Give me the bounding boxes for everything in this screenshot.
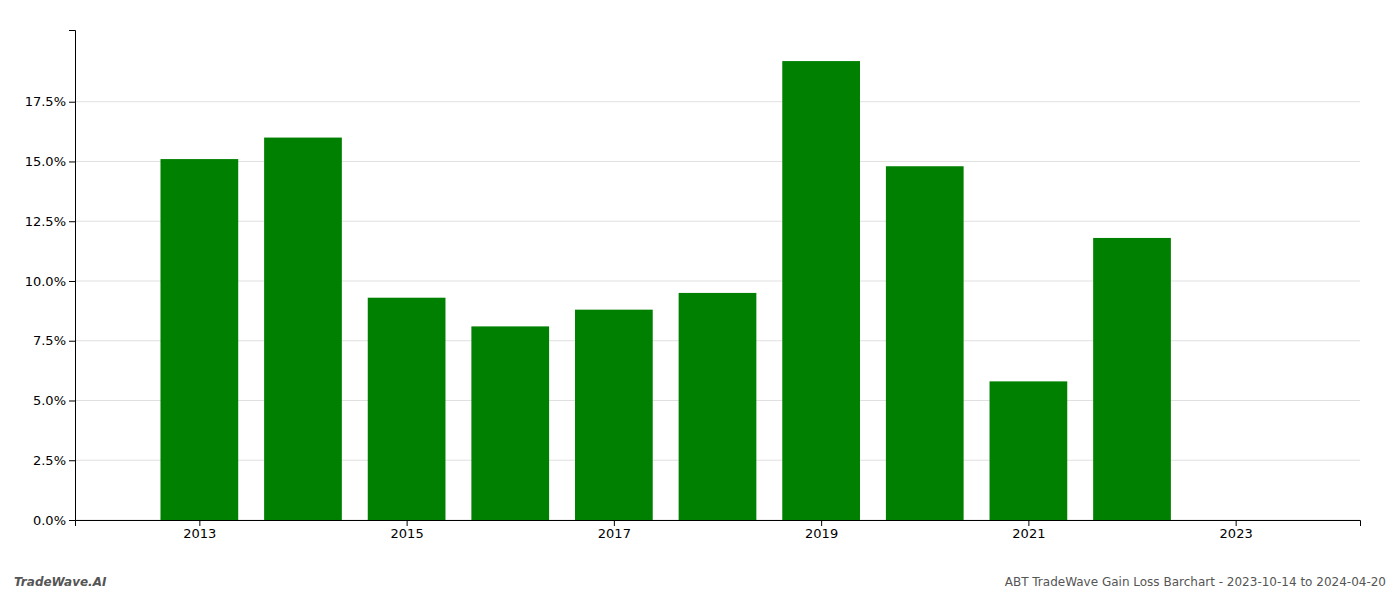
- bar: [1093, 238, 1171, 520]
- x-tick-mark: [199, 520, 200, 526]
- bar: [471, 326, 549, 520]
- y-tick: 17.5%: [25, 94, 75, 109]
- bar: [368, 298, 446, 520]
- x-tick-label: 2013: [183, 526, 216, 541]
- y-tick: 5.0%: [33, 393, 75, 408]
- x-tick-mark: [1236, 520, 1237, 526]
- x-tick: 2013: [183, 520, 216, 541]
- bar: [782, 61, 860, 520]
- bar: [264, 138, 342, 520]
- x-tick-label: 2015: [391, 526, 424, 541]
- footer-left: TradeWave.AI: [14, 575, 107, 589]
- x-tick: 2021: [1012, 520, 1045, 541]
- x-tick-label: 2021: [1012, 526, 1045, 541]
- chart: 0.0% 2.5% 5.0% 7.5% 10.0% 12.5% 15.0% 17.5% 2013…: [0, 0, 1400, 600]
- bar: [679, 293, 757, 520]
- y-tick-label: 10.0%: [25, 274, 66, 289]
- y-tick-mark: [69, 400, 75, 401]
- footer-right: ABT TradeWave Gain Loss Barchart - 2023-…: [1005, 575, 1386, 589]
- grid: [75, 102, 1360, 520]
- x-tick-mark: [614, 520, 615, 526]
- bars: [160, 61, 1170, 520]
- y-tick-mark: [69, 221, 75, 222]
- grid-line: [75, 101, 1360, 102]
- y-tick-label: 7.5%: [33, 333, 66, 348]
- y-tick: 10.0%: [25, 274, 75, 289]
- x-tick: 2019: [805, 520, 838, 541]
- x-tick-label: 2019: [805, 526, 838, 541]
- y-tick: 2.5%: [33, 453, 75, 468]
- y-tick-label: 5.0%: [33, 393, 66, 408]
- y-tick: 0.0%: [33, 513, 75, 528]
- x-axis-line: [76, 521, 1361, 527]
- x-tick: 2015: [391, 520, 424, 541]
- y-tick-mark: [69, 341, 75, 342]
- y-axis: 0.0% 2.5% 5.0% 7.5% 10.0% 12.5% 15.0% 17.5%: [25, 31, 76, 528]
- bar: [160, 159, 238, 520]
- x-tick-label: 2023: [1220, 526, 1253, 541]
- y-tick-mark: [69, 460, 75, 461]
- y-tick-mark: [69, 520, 75, 521]
- y-tick-label: 15.0%: [25, 154, 66, 169]
- x-tick: 2017: [598, 520, 631, 541]
- bar: [575, 310, 653, 520]
- x-tick-label: 2017: [598, 526, 631, 541]
- y-tick-label: 0.0%: [33, 513, 66, 528]
- x-tick-mark: [1028, 520, 1029, 526]
- plot: 0.0% 2.5% 5.0% 7.5% 10.0% 12.5% 15.0% 17.5% 2013…: [25, 31, 1361, 542]
- bar: [886, 166, 964, 520]
- y-tick-mark: [69, 281, 75, 282]
- y-tick: 12.5%: [25, 214, 75, 229]
- y-tick: 15.0%: [25, 154, 75, 169]
- x-tick-mark: [821, 520, 822, 526]
- bar: [990, 381, 1068, 520]
- y-tick-mark: [69, 161, 75, 162]
- y-tick-label: 2.5%: [33, 453, 66, 468]
- x-tick: 2023: [1220, 520, 1253, 541]
- y-axis-line: [69, 31, 76, 521]
- x-axis: 2013 2015 2017 2019 2021 2023: [76, 520, 1361, 541]
- y-tick-label: 12.5%: [25, 214, 66, 229]
- y-tick-mark: [69, 102, 75, 103]
- y-tick: 7.5%: [33, 333, 75, 348]
- y-tick-label: 17.5%: [25, 94, 66, 109]
- x-tick-mark: [407, 520, 408, 526]
